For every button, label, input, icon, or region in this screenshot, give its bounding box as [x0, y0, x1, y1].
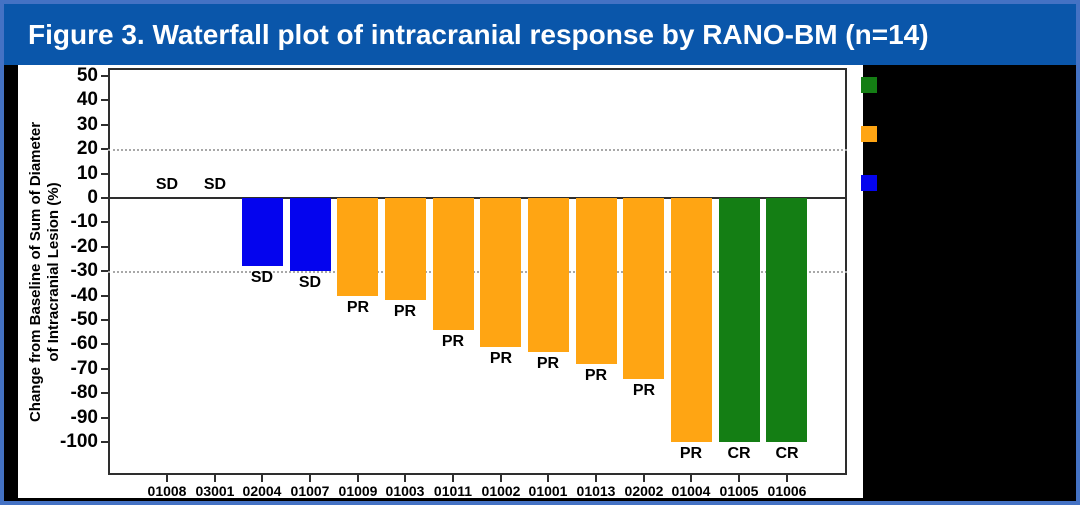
bar-label-01004: PR — [679, 445, 703, 462]
y-tick-mark — [101, 295, 108, 297]
y-tick-label: 20 — [76, 138, 98, 159]
gridline-dotted--30 — [108, 271, 847, 273]
x-tick-mark — [214, 475, 216, 482]
x-tick-label-01005: 01005 — [719, 483, 759, 499]
x-tick-label-01011: 01011 — [433, 483, 473, 499]
x-tick-mark — [643, 475, 645, 482]
y-tick-mark — [101, 124, 108, 126]
x-tick-mark — [404, 475, 406, 482]
gridline-dotted-20 — [108, 149, 847, 151]
zero-baseline — [108, 197, 847, 199]
x-tick-label-01006: 01006 — [767, 483, 807, 499]
bar-label-01006: CR — [775, 445, 799, 462]
bar-label-03001: SD — [203, 176, 227, 193]
y-tick-label: -30 — [70, 260, 98, 281]
bar-label-01008: SD — [155, 176, 179, 193]
y-tick-label: -90 — [70, 407, 98, 428]
x-tick-label-01007: 01007 — [290, 483, 330, 499]
bar-01003 — [385, 198, 426, 300]
y-tick-label: 40 — [76, 89, 98, 110]
bar-01007 — [290, 198, 331, 271]
y-tick-mark — [101, 343, 108, 345]
x-tick-label-01003: 01003 — [385, 483, 425, 499]
bar-label-01007: SD — [298, 274, 322, 291]
x-tick-label-01013: 01013 — [576, 483, 616, 499]
x-tick-label-01008: 01008 — [147, 483, 187, 499]
y-tick-mark — [101, 99, 108, 101]
y-tick-mark — [101, 221, 108, 223]
bar-01001 — [528, 198, 569, 352]
x-tick-mark — [786, 475, 788, 482]
bar-label-01002: PR — [489, 350, 513, 367]
x-tick-mark — [357, 475, 359, 482]
y-tick-label: 50 — [76, 65, 98, 86]
y-tick-mark — [101, 173, 108, 175]
y-tick-mark — [101, 368, 108, 370]
y-tick-mark — [101, 441, 108, 443]
y-tick-label: -70 — [70, 358, 98, 379]
figure-title-bar: Figure 3. Waterfall plot of intracranial… — [4, 4, 1076, 65]
bar-01005 — [719, 198, 760, 442]
bar-02002 — [623, 198, 664, 379]
bar-01009 — [337, 198, 378, 296]
x-tick-mark — [261, 475, 263, 482]
y-tick-label: 30 — [76, 114, 98, 135]
y-tick-label: -80 — [70, 382, 98, 403]
bar-01006 — [766, 198, 807, 442]
y-tick-mark — [101, 197, 108, 199]
y-tick-label: -10 — [70, 211, 98, 232]
x-tick-mark — [547, 475, 549, 482]
x-tick-mark — [690, 475, 692, 482]
bar-label-01013: PR — [584, 367, 608, 384]
y-tick-mark — [101, 246, 108, 248]
x-tick-label-03001: 03001 — [195, 483, 235, 499]
legend-pr-swatch — [861, 126, 877, 142]
x-tick-mark — [500, 475, 502, 482]
x-tick-label-01004: 01004 — [671, 483, 711, 499]
legend-sd-swatch — [861, 175, 877, 191]
bar-01002 — [480, 198, 521, 347]
x-tick-label-01002: 01002 — [481, 483, 521, 499]
legend-cr-swatch — [861, 77, 877, 93]
x-tick-mark — [738, 475, 740, 482]
y-tick-mark — [101, 392, 108, 394]
x-tick-mark — [595, 475, 597, 482]
y-tick-mark — [101, 148, 108, 150]
bar-01013 — [576, 198, 617, 364]
x-tick-label-01009: 01009 — [338, 483, 378, 499]
x-tick-mark — [309, 475, 311, 482]
x-tick-label-02002: 02002 — [624, 483, 664, 499]
bar-02004 — [242, 198, 283, 266]
bar-label-01003: PR — [393, 303, 417, 320]
y-tick-label: 0 — [87, 187, 98, 208]
bar-label-01011: PR — [441, 333, 465, 350]
bar-label-01009: PR — [346, 299, 370, 316]
y-tick-mark — [101, 319, 108, 321]
y-tick-label: -60 — [70, 333, 98, 354]
plot-area: 50 40 30 20 10 0 -10 -20 -30 -40 -50 -60 -70 -80 -90 -1… — [60, 66, 847, 499]
y-tick-mark — [101, 417, 108, 419]
bar-01004 — [671, 198, 712, 442]
bar-label-01001: PR — [536, 355, 560, 372]
x-tick-mark — [452, 475, 454, 482]
x-tick-mark — [166, 475, 168, 482]
bar-label-01005: CR — [727, 445, 751, 462]
x-tick-label-01001: 01001 — [528, 483, 568, 499]
y-axis-title-line1: Change from Baseline of Sum of Diameter — [27, 121, 44, 423]
x-tick-label-02004: 02004 — [242, 483, 282, 499]
y-tick-mark — [101, 75, 108, 77]
y-tick-mark — [101, 270, 108, 272]
bar-label-02004: SD — [250, 269, 274, 286]
figure-title: Figure 3. Waterfall plot of intracranial… — [28, 18, 929, 50]
y-tick-label: -100 — [59, 431, 98, 452]
y-tick-label: -40 — [70, 285, 98, 306]
bar-01011 — [433, 198, 474, 330]
y-tick-label: 10 — [76, 163, 98, 184]
chart-panel: Change from Baseline of Sum of Diameter … — [18, 65, 863, 499]
y-tick-label: -50 — [70, 309, 98, 330]
y-tick-label: -20 — [70, 236, 98, 257]
bar-label-02002: PR — [632, 382, 656, 399]
